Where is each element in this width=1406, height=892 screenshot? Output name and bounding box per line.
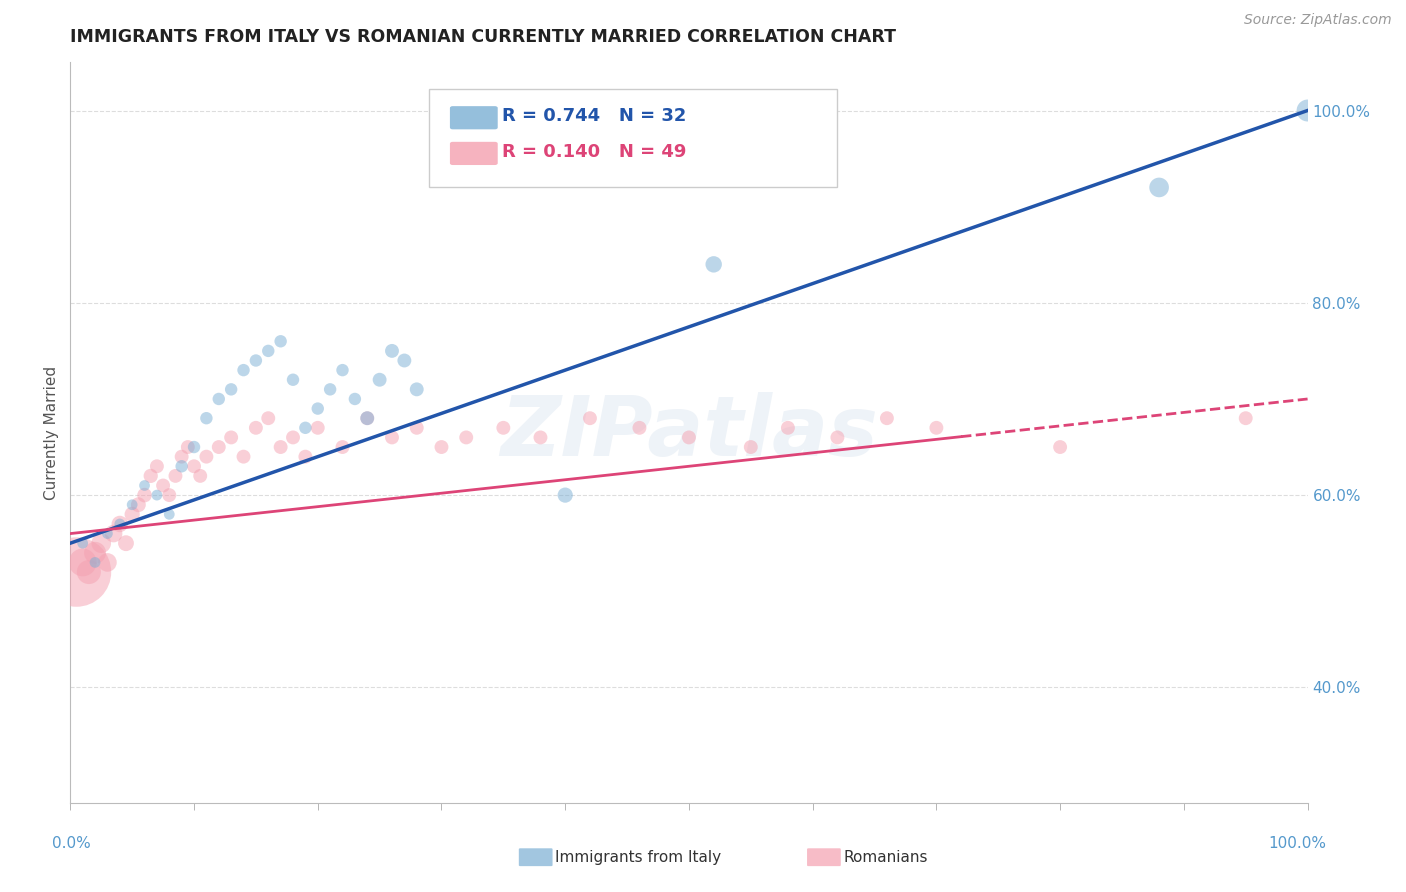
Point	[776, 421, 799, 435]
Text: 0.0%: 0.0%	[52, 837, 90, 852]
Point	[108, 516, 131, 531]
Point	[281, 430, 304, 444]
Text: Immigrants from Italy: Immigrants from Italy	[555, 850, 721, 864]
Point	[332, 363, 354, 377]
Point	[430, 440, 453, 454]
Point	[170, 459, 193, 474]
Point	[579, 411, 602, 425]
Point	[90, 536, 112, 550]
Point	[183, 459, 205, 474]
Point	[1049, 440, 1071, 454]
Point	[195, 450, 218, 464]
Point	[245, 421, 267, 435]
Text: R = 0.744   N = 32: R = 0.744 N = 32	[502, 107, 686, 125]
Point	[356, 411, 378, 425]
Point	[394, 353, 416, 368]
Point	[127, 498, 149, 512]
Point	[232, 363, 254, 377]
Point	[368, 373, 391, 387]
Point	[72, 556, 94, 570]
Point	[456, 430, 478, 444]
Point	[232, 450, 254, 464]
Point	[188, 469, 211, 483]
Point	[219, 430, 242, 444]
Point	[270, 440, 292, 454]
Point	[740, 440, 762, 454]
Point	[146, 459, 169, 474]
Text: ZIPatlas: ZIPatlas	[501, 392, 877, 473]
Point	[152, 478, 174, 492]
Point	[219, 382, 242, 396]
Point	[183, 440, 205, 454]
Point	[208, 440, 231, 454]
Text: Source: ZipAtlas.com: Source: ZipAtlas.com	[1244, 13, 1392, 28]
Point	[281, 373, 304, 387]
Point	[703, 257, 725, 271]
Point	[170, 450, 193, 464]
Point	[157, 508, 180, 522]
Point	[1296, 103, 1319, 118]
Point	[165, 469, 187, 483]
Point	[134, 478, 156, 492]
Point	[876, 411, 898, 425]
Point	[628, 421, 651, 435]
Point	[554, 488, 576, 502]
Point	[294, 450, 316, 464]
Point	[1147, 180, 1170, 194]
Text: 100.0%: 100.0%	[1268, 837, 1326, 852]
Point	[121, 498, 143, 512]
Point	[77, 565, 100, 579]
Point	[84, 556, 107, 570]
Point	[381, 430, 404, 444]
Point	[492, 421, 515, 435]
Point	[115, 536, 138, 550]
Point	[405, 382, 427, 396]
Point	[925, 421, 948, 435]
Point	[208, 392, 231, 406]
Point	[134, 488, 156, 502]
Text: Romanians: Romanians	[844, 850, 928, 864]
Y-axis label: Currently Married: Currently Married	[44, 366, 59, 500]
Point	[108, 516, 131, 531]
Point	[307, 421, 329, 435]
Point	[177, 440, 200, 454]
Point	[319, 382, 342, 396]
Point	[257, 343, 280, 358]
Point	[381, 343, 404, 358]
Point	[195, 411, 218, 425]
Point	[294, 421, 316, 435]
Text: IMMIGRANTS FROM ITALY VS ROMANIAN CURRENTLY MARRIED CORRELATION CHART: IMMIGRANTS FROM ITALY VS ROMANIAN CURREN…	[70, 28, 896, 45]
Point	[678, 430, 700, 444]
Point	[245, 353, 267, 368]
Point	[332, 440, 354, 454]
Point	[139, 469, 162, 483]
Point	[307, 401, 329, 416]
Point	[257, 411, 280, 425]
Point	[65, 565, 87, 579]
Point	[72, 536, 94, 550]
Point	[529, 430, 551, 444]
Point	[827, 430, 849, 444]
Point	[96, 526, 118, 541]
Point	[157, 488, 180, 502]
Point	[270, 334, 292, 349]
Point	[1234, 411, 1257, 425]
Point	[146, 488, 169, 502]
Point	[84, 546, 107, 560]
Point	[103, 526, 125, 541]
Text: R = 0.140   N = 49: R = 0.140 N = 49	[502, 143, 686, 161]
Point	[405, 421, 427, 435]
Point	[96, 556, 118, 570]
Point	[343, 392, 366, 406]
Point	[121, 508, 143, 522]
Point	[356, 411, 378, 425]
